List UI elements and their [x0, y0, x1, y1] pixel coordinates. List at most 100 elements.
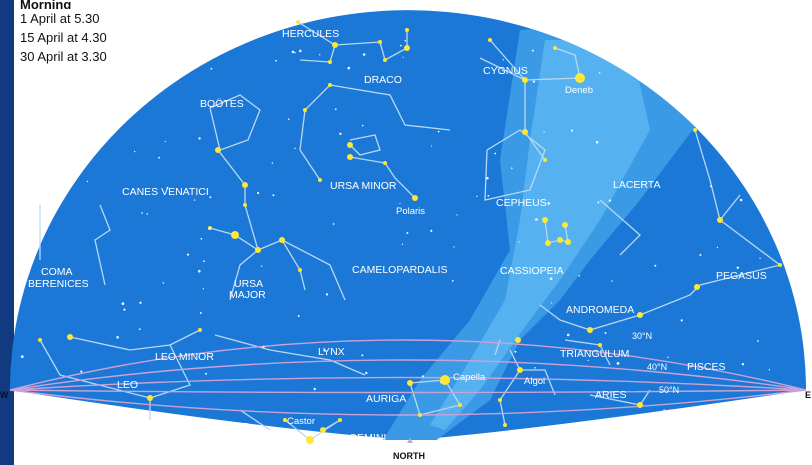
faint-star: [158, 156, 161, 159]
label-pegasus: PEGASUS: [716, 270, 767, 282]
faint-star: [210, 67, 213, 70]
compass-labels: NORTH W E: [0, 390, 811, 461]
faint-star: [768, 369, 771, 371]
faint-star: [399, 202, 401, 204]
faint-star: [543, 131, 545, 133]
faint-star: [667, 356, 669, 358]
faint-star: [166, 186, 169, 189]
star-dot: [347, 154, 353, 160]
faint-star: [551, 302, 553, 304]
faint-star: [297, 315, 300, 317]
faint-star: [199, 312, 202, 314]
latitude-40: 40°N: [647, 362, 667, 372]
faint-star: [759, 257, 761, 259]
label-west: W: [0, 390, 9, 400]
faint-star: [272, 194, 275, 197]
star-dot: [338, 418, 342, 422]
label-perseus: PERSEUS: [510, 428, 560, 440]
faint-star: [260, 265, 263, 267]
star-dot: [440, 375, 450, 385]
faint-star: [487, 194, 490, 197]
observation-times: Morning 1 April at 5.30 15 April at 4.30…: [20, 0, 107, 66]
label-ursa-minor: URSA MINOR: [330, 180, 397, 192]
star-dot: [38, 338, 42, 342]
star-dot: [717, 217, 723, 223]
star-dot: [503, 423, 507, 427]
faint-star: [595, 140, 599, 144]
star-dot: [637, 402, 643, 408]
faint-star: [200, 237, 203, 240]
star-dot: [545, 240, 551, 246]
faint-star: [186, 253, 190, 256]
faint-star: [402, 56, 404, 58]
faint-star: [587, 359, 589, 361]
faint-star: [616, 362, 620, 365]
label-andromeda: ANDROMEDA: [566, 304, 634, 316]
left-edge-strip: [0, 0, 14, 465]
faint-star: [494, 152, 497, 155]
faint-star: [456, 214, 458, 216]
star-dot: [283, 418, 287, 422]
label-lacerta: LACERTA: [613, 179, 660, 191]
faint-star: [362, 53, 366, 56]
observation-title: Morning: [20, 0, 72, 9]
star-dot: [231, 231, 239, 239]
faint-star: [325, 293, 329, 296]
star-dot: [693, 128, 697, 132]
star-dot: [303, 108, 307, 112]
faint-star: [202, 288, 205, 290]
star-dot: [378, 40, 382, 44]
latitude-30: 30°N: [632, 331, 652, 341]
label-coma: COMA: [41, 266, 73, 278]
star-dot: [298, 268, 302, 272]
faint-star: [116, 336, 119, 339]
faint-star: [608, 199, 612, 202]
faint-star: [511, 167, 513, 169]
faint-star: [716, 246, 719, 249]
star-dot: [242, 182, 248, 188]
faint-star: [430, 229, 433, 232]
faint-star: [431, 145, 433, 147]
star-dot: [515, 337, 521, 343]
star-dot: [383, 58, 387, 62]
time-row-2: 15 April at 4.30: [20, 30, 107, 45]
star-dot: [778, 263, 782, 267]
faint-star: [275, 59, 277, 62]
faint-star: [406, 232, 409, 234]
label-berenices: BERENICES: [28, 278, 89, 290]
faint-star: [549, 277, 553, 281]
label-bootes: BOÖTES: [200, 98, 244, 110]
faint-star: [514, 350, 517, 353]
faint-star: [597, 201, 600, 204]
label-pollux: Pollux: [271, 429, 297, 440]
faint-star: [121, 302, 125, 305]
star-dot: [407, 380, 413, 386]
label-leo-minor: LEO MINOR: [155, 351, 214, 363]
faint-star: [323, 349, 326, 352]
star-dot: [575, 73, 585, 83]
latitude-50: 50°N: [659, 385, 679, 395]
star-dot: [694, 284, 700, 290]
label-major: MAJOR: [229, 289, 266, 301]
label-cancer: CANCER: [205, 421, 250, 433]
star-dot: [522, 129, 528, 135]
faint-star: [257, 191, 260, 195]
star-dot: [215, 147, 221, 153]
star-dot: [562, 222, 568, 228]
faint-star: [138, 328, 141, 330]
faint-star: [741, 363, 745, 366]
faint-star: [736, 266, 739, 269]
star-dot: [147, 395, 153, 401]
label-gemini: GEMINI: [349, 432, 386, 444]
faint-star: [319, 54, 321, 56]
star-dot: [306, 436, 314, 444]
label-leo: LEO: [117, 379, 138, 391]
faint-star: [193, 199, 196, 201]
faint-star: [518, 241, 521, 243]
star-dot: [328, 83, 332, 87]
label-ursa: URSA: [234, 278, 263, 290]
star-dot: [383, 161, 387, 165]
faint-star: [80, 370, 83, 373]
star-dot: [279, 237, 285, 243]
faint-star: [271, 162, 274, 164]
